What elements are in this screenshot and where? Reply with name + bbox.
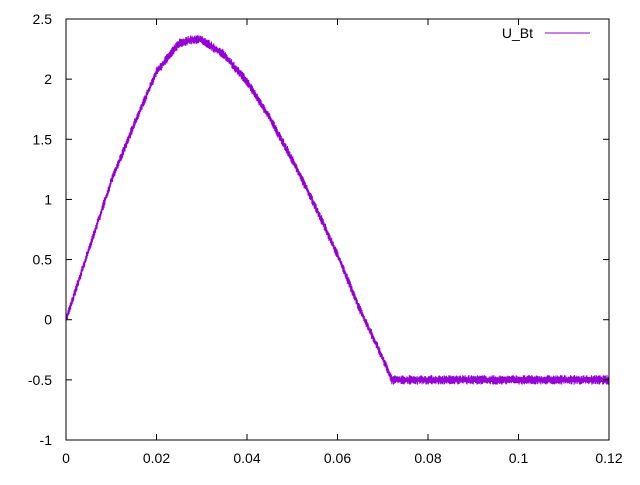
ticks-layer: 0 0.02 0.04 0.06 0.08 0.1 0.12 -1 -0.5 0 0.5 1 1.5 2 2… bbox=[28, 11, 623, 466]
series-line-U_Bt bbox=[65, 35, 610, 385]
x-tick-label: 0 bbox=[62, 450, 70, 466]
y-tick-label: 0 bbox=[44, 312, 52, 328]
series-layer bbox=[65, 35, 610, 385]
x-tick-label: 0.04 bbox=[233, 450, 260, 466]
legend-label: U_Bt bbox=[502, 25, 533, 41]
y-tick-label: 2.5 bbox=[33, 11, 53, 27]
legend: U_Bt bbox=[502, 25, 590, 41]
y-tick-label: -1 bbox=[40, 432, 53, 448]
y-tick-label: 1.5 bbox=[33, 131, 53, 147]
x-tick-label: 0.1 bbox=[509, 450, 529, 466]
x-tick-label: 0.06 bbox=[324, 450, 351, 466]
y-tick-label: 0.5 bbox=[33, 252, 53, 268]
x-tick-label: 0.12 bbox=[595, 450, 622, 466]
y-tick-label: 2 bbox=[44, 71, 52, 87]
x-tick-label: 0.02 bbox=[143, 450, 170, 466]
x-tick-label: 0.08 bbox=[414, 450, 441, 466]
y-tick-label: 1 bbox=[44, 191, 52, 207]
y-tick-label: -0.5 bbox=[28, 372, 52, 388]
